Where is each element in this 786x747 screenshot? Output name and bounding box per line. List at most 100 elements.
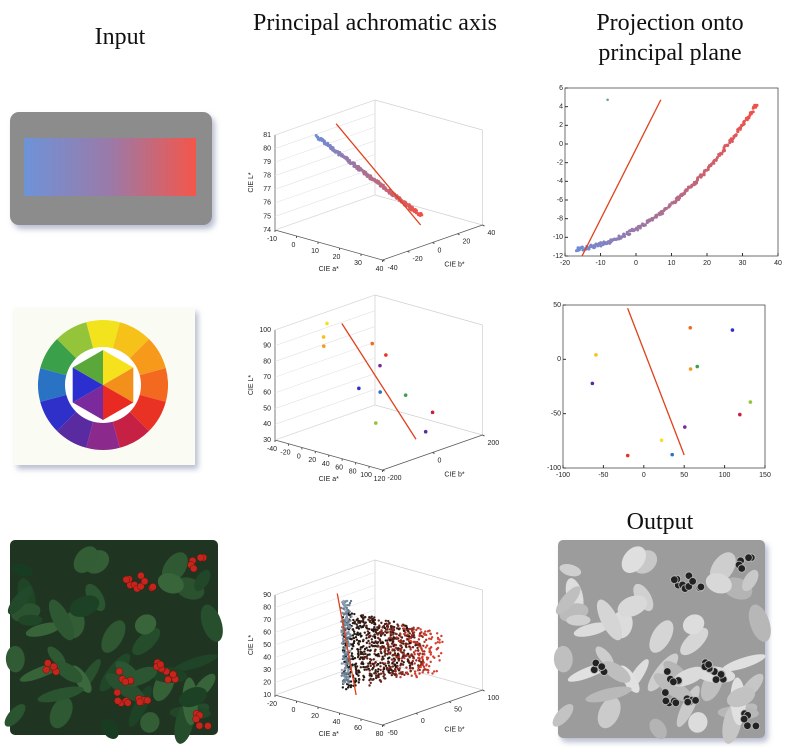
point [429, 653, 432, 656]
point [428, 629, 431, 632]
point [364, 615, 367, 619]
point [730, 140, 734, 144]
leaf [73, 546, 99, 573]
point [410, 674, 413, 677]
point [345, 675, 348, 679]
point [363, 650, 366, 653]
point [351, 628, 355, 631]
point [406, 652, 410, 656]
x-tick-label: 0 [642, 472, 646, 479]
point [396, 667, 399, 670]
point [349, 635, 352, 638]
point [343, 668, 346, 671]
leaf-gray [742, 569, 759, 592]
x-tick-label: 80 [349, 468, 357, 475]
point [405, 671, 409, 674]
point [390, 668, 393, 672]
point [376, 628, 379, 632]
point [427, 664, 431, 668]
y-tick-label: -12 [553, 253, 563, 260]
point [360, 615, 363, 619]
point [406, 658, 409, 661]
x-tick-label: -100 [556, 472, 570, 479]
point [370, 621, 374, 625]
point [685, 188, 689, 192]
point [392, 631, 395, 634]
point [592, 245, 596, 249]
berry [113, 688, 122, 697]
leaf-gray [682, 614, 705, 635]
point [379, 679, 382, 682]
point [342, 682, 345, 685]
point [742, 122, 746, 126]
point [343, 675, 346, 678]
point [399, 644, 402, 647]
point [381, 655, 384, 659]
point [362, 638, 365, 642]
y-tick [382, 724, 385, 727]
point [357, 677, 361, 681]
point [394, 646, 398, 649]
point [387, 645, 390, 648]
y-tick-label: -50 [551, 411, 561, 418]
point [404, 631, 407, 634]
point [370, 638, 373, 641]
point [386, 641, 389, 645]
point [365, 624, 368, 628]
point [348, 603, 351, 607]
point [606, 98, 609, 102]
point [422, 661, 425, 664]
z-axis-label: CIE L* [248, 635, 255, 656]
berry [124, 699, 132, 707]
point [366, 649, 370, 652]
point [421, 635, 424, 639]
point [359, 620, 362, 623]
leaf-gray [721, 654, 766, 672]
berry-gray [744, 553, 753, 562]
point [386, 639, 389, 642]
z-tick-label: 30 [263, 437, 271, 444]
point [418, 672, 421, 675]
point [755, 104, 759, 108]
point [419, 665, 422, 669]
point [370, 628, 374, 631]
point [380, 621, 383, 625]
point [403, 649, 406, 652]
point [357, 639, 361, 643]
leaf [11, 563, 34, 577]
point [354, 677, 357, 681]
point [381, 625, 385, 628]
berry-gray [704, 660, 713, 669]
output-image [552, 540, 771, 744]
berry [44, 659, 52, 667]
point [355, 638, 359, 642]
point [407, 637, 411, 640]
point [391, 640, 395, 643]
point [401, 663, 405, 666]
leaf-gray [585, 686, 632, 703]
y-tick [382, 259, 385, 262]
point [437, 654, 440, 658]
x-tick-label: 0 [292, 707, 296, 714]
point [424, 638, 428, 642]
y-tick-label: 50 [454, 707, 462, 714]
point [349, 684, 353, 687]
point [410, 630, 414, 633]
berry [121, 678, 130, 686]
point [405, 626, 409, 630]
x-axis-label: CIE a* [319, 266, 340, 273]
point [347, 679, 350, 683]
point [728, 141, 732, 145]
point [426, 656, 430, 660]
point [343, 608, 346, 611]
point [345, 628, 348, 631]
point [350, 638, 353, 641]
point [379, 650, 382, 653]
point [396, 653, 400, 656]
point [359, 666, 363, 669]
point [379, 661, 382, 665]
input-photo [4, 540, 223, 744]
point [383, 677, 386, 680]
z-grid-line [274, 357, 376, 394]
x-tick-label: 60 [335, 465, 343, 472]
